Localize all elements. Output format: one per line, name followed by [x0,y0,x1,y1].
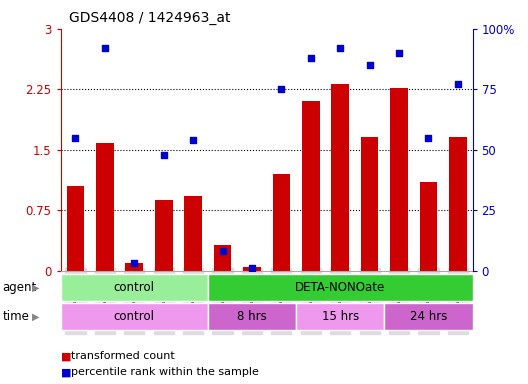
Point [424,135,432,141]
Bar [390,88,408,271]
Text: ■: ■ [61,351,71,361]
Point [218,248,227,255]
Text: control: control [114,310,155,323]
Text: 8 hrs: 8 hrs [237,310,267,323]
Point [71,135,80,141]
Text: agent: agent [3,281,37,294]
Bar [296,303,384,330]
Point [336,45,344,51]
Point [189,137,197,143]
Text: ▶: ▶ [32,283,40,293]
Point [307,55,315,61]
Text: transformed count: transformed count [71,351,175,361]
Bar [208,274,473,301]
Point [277,86,286,92]
Bar [243,266,261,271]
Text: ▶: ▶ [32,311,40,321]
Point [248,265,256,271]
Text: DETA-NONOate: DETA-NONOate [295,281,385,294]
Point [130,260,138,266]
Bar [449,137,467,271]
Text: 15 hrs: 15 hrs [322,310,359,323]
Bar [61,303,208,330]
Text: time: time [3,310,30,323]
Bar [126,263,143,271]
Bar [302,101,319,271]
Bar [67,186,84,271]
Bar [208,303,296,330]
Text: control: control [114,281,155,294]
Bar [420,182,437,271]
Text: GDS4408 / 1424963_at: GDS4408 / 1424963_at [69,11,230,25]
Bar [332,84,349,271]
Bar [155,200,173,271]
Bar [184,196,202,271]
Point [365,62,374,68]
Text: 24 hrs: 24 hrs [410,310,447,323]
Text: percentile rank within the sample: percentile rank within the sample [71,367,259,377]
Bar [214,245,231,271]
Bar [61,274,208,301]
Bar [361,137,379,271]
Bar [272,174,290,271]
Bar [384,303,473,330]
Text: ■: ■ [61,367,71,377]
Bar [96,143,114,271]
Point [395,50,403,56]
Point [101,45,109,51]
Point [159,152,168,158]
Point [454,81,462,88]
